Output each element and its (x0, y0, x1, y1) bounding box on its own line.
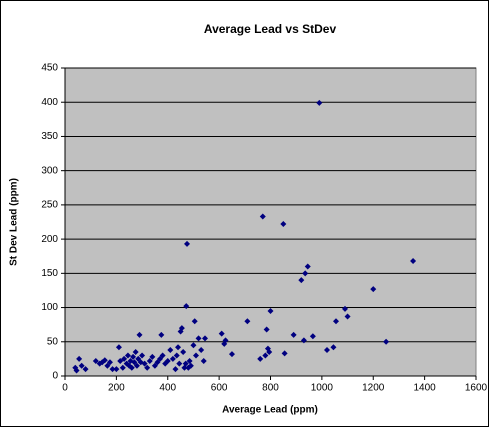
point (73, 367, 80, 374)
y-tick-label: 450 (41, 63, 58, 74)
point (263, 326, 270, 333)
x-axis-title: Average Lead (ppm) (222, 405, 318, 416)
point (383, 338, 390, 345)
x-tick-label: 1600 (465, 383, 488, 394)
point (309, 333, 316, 340)
point (169, 355, 176, 362)
x-tick-label: 600 (211, 383, 228, 394)
point (266, 349, 273, 356)
y-tick-label: 150 (41, 268, 58, 279)
point (302, 270, 309, 277)
point (144, 364, 151, 371)
x-tick-label: 0 (62, 383, 68, 394)
point (149, 353, 156, 360)
point (128, 364, 135, 371)
point (184, 240, 191, 247)
point (198, 346, 205, 353)
point (200, 357, 207, 364)
point (136, 331, 143, 338)
y-axis-title: St Dev Lead (ppm) (9, 178, 20, 266)
point (257, 355, 264, 362)
point (173, 352, 180, 359)
point (182, 360, 189, 367)
point (324, 346, 331, 353)
point (109, 366, 116, 373)
point (146, 357, 153, 364)
x-tick-label: 1200 (362, 383, 385, 394)
point (262, 352, 269, 359)
point (298, 277, 305, 284)
point (133, 362, 140, 369)
point (130, 353, 137, 360)
point (281, 350, 288, 357)
x-tick-label: 800 (262, 383, 279, 394)
point (121, 355, 128, 362)
point (183, 303, 190, 310)
point (175, 344, 182, 351)
point (218, 330, 225, 337)
y-tick-label: 250 (41, 200, 58, 211)
x-tick-label: 1000 (311, 383, 334, 394)
point (193, 352, 200, 359)
point (101, 357, 108, 364)
y-tick-label: 100 (41, 302, 58, 313)
point (290, 331, 297, 338)
point (132, 349, 139, 356)
point (316, 99, 323, 106)
point (180, 349, 187, 356)
point (330, 344, 337, 351)
y-tick-label: 400 (41, 97, 58, 108)
y-tick-label: 0 (52, 371, 58, 382)
point (187, 362, 194, 369)
point (176, 360, 183, 367)
point (139, 352, 146, 359)
point (159, 352, 166, 359)
x-tick-label: 1400 (414, 383, 437, 394)
chart-title: Average Lead vs StDev (204, 22, 337, 36)
point (82, 366, 89, 373)
point (259, 213, 266, 220)
point (222, 337, 229, 344)
point (172, 366, 179, 373)
plot-area (64, 67, 477, 377)
point (341, 305, 348, 312)
point (158, 331, 165, 338)
point (113, 366, 120, 373)
point (333, 318, 340, 325)
point (141, 360, 148, 367)
point (228, 351, 235, 358)
point (344, 313, 351, 320)
point (190, 342, 197, 349)
point (410, 258, 417, 265)
point (370, 286, 377, 293)
x-tick-label: 400 (159, 383, 176, 394)
point (186, 357, 193, 364)
point (300, 337, 307, 344)
point (106, 359, 113, 366)
point (115, 344, 122, 351)
y-tick-label: 300 (41, 165, 58, 176)
point (244, 318, 251, 325)
point (191, 318, 198, 325)
point (267, 307, 274, 314)
x-tick-label: 200 (108, 383, 125, 394)
y-tick-label: 350 (41, 131, 58, 142)
point (124, 352, 131, 359)
y-tick-label: 200 (41, 234, 58, 245)
point (280, 221, 287, 228)
point (78, 362, 85, 369)
point (164, 357, 171, 364)
point (167, 346, 174, 353)
point (178, 325, 185, 332)
point (119, 364, 126, 371)
point (201, 335, 208, 342)
y-tick-label: 50 (47, 336, 59, 347)
point (304, 263, 311, 270)
point (92, 357, 99, 364)
point (195, 335, 202, 342)
point (76, 355, 83, 362)
